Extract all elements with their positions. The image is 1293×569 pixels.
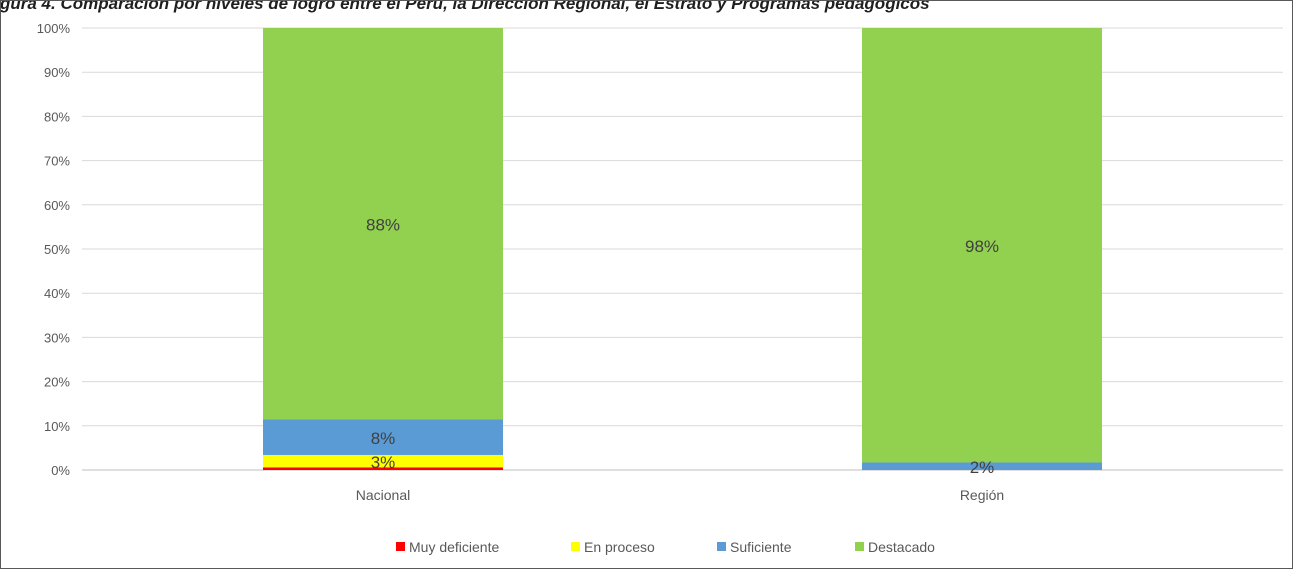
legend-label: Muy deficiente — [409, 539, 499, 555]
bar-segment-suficiente — [263, 419, 503, 455]
y-tick-label: 60% — [44, 198, 70, 213]
bar-segment-en-proceso — [263, 454, 503, 468]
y-tick-label: 100% — [37, 21, 71, 36]
bar-segment-muy-deficiente — [263, 467, 503, 470]
data-label: 3% — [371, 453, 396, 472]
category-label: Región — [960, 487, 1004, 503]
category-label: Nacional — [356, 487, 410, 503]
bar-segment-destacado — [263, 28, 503, 420]
legend-label: Destacado — [868, 539, 935, 555]
data-label: 98% — [965, 237, 999, 256]
y-tick-label: 90% — [44, 65, 70, 80]
y-tick-label: 0% — [51, 463, 70, 478]
data-label: 88% — [366, 216, 400, 235]
bar-segment-destacado — [862, 28, 1102, 463]
bar-segment-suficiente — [862, 462, 1102, 470]
y-tick-label: 40% — [44, 286, 70, 301]
legend-swatch — [571, 542, 580, 551]
y-tick-label: 30% — [44, 330, 70, 345]
data-label: 8% — [371, 429, 396, 448]
legend-label: Suficiente — [730, 539, 792, 555]
data-label: 2% — [970, 458, 995, 477]
legend-swatch — [396, 542, 405, 551]
y-tick-label: 20% — [44, 375, 70, 390]
legend-swatch — [855, 542, 864, 551]
y-tick-label: 10% — [44, 419, 70, 434]
y-tick-label: 50% — [44, 242, 70, 257]
y-tick-label: 70% — [44, 154, 70, 169]
legend-label: En proceso — [584, 539, 655, 555]
y-tick-label: 80% — [44, 109, 70, 124]
legend-swatch — [717, 542, 726, 551]
chart-title: gura 4. Comparación por niveles de logro… — [0, 0, 930, 13]
